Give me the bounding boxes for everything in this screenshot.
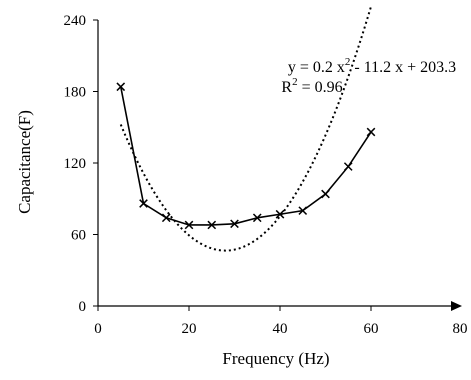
- y-tick-label: 120: [64, 156, 87, 172]
- data-series: [116, 82, 376, 230]
- data-point: [139, 199, 148, 208]
- y-tick-label: 180: [64, 85, 87, 101]
- y-tick-label: 240: [64, 13, 87, 29]
- x-tick-label: 20: [182, 321, 197, 337]
- tick-labels: 0 60 120 180 240 0 20 40 60 80: [64, 13, 468, 337]
- equation-label: y = 0.2 x2 - 11.2 x + 203.3: [288, 56, 456, 76]
- data-point: [321, 189, 330, 199]
- x-tick-label: 40: [273, 321, 288, 337]
- r-squared-label: R2 = 0.96: [281, 76, 342, 96]
- trendline: [119, 6, 372, 252]
- x-tick-label: 0: [94, 321, 102, 337]
- data-point: [116, 82, 126, 92]
- equation-prefix: y = 0.2 x: [288, 59, 345, 76]
- data-point: [275, 209, 285, 219]
- data-point: [184, 220, 194, 230]
- series-line: [119, 86, 372, 226]
- y-tick-label: 0: [79, 299, 87, 315]
- data-point: [230, 219, 239, 229]
- data-point: [298, 206, 308, 215]
- r2-superscript: 2: [292, 76, 298, 88]
- data-point: [343, 162, 353, 171]
- x-axis-arrowhead: [451, 301, 462, 311]
- x-tick-label: 60: [364, 321, 379, 337]
- r2-prefix: R: [281, 79, 292, 96]
- r2-suffix: = 0.96: [298, 79, 343, 96]
- x-axis-label: Frequency (Hz): [222, 349, 329, 368]
- y-tick-label: 60: [71, 228, 86, 244]
- axes: [93, 19, 462, 311]
- equation-suffix: - 11.2 x + 203.3: [350, 59, 456, 76]
- trendline-path: [119, 6, 372, 252]
- data-point: [366, 127, 376, 137]
- y-axis-label: Capacitance(F): [15, 110, 34, 214]
- equation-superscript: 2: [345, 56, 351, 68]
- data-point: [252, 213, 262, 223]
- x-tick-label: 80: [453, 321, 468, 337]
- data-point: [207, 220, 217, 230]
- data-point: [161, 213, 171, 223]
